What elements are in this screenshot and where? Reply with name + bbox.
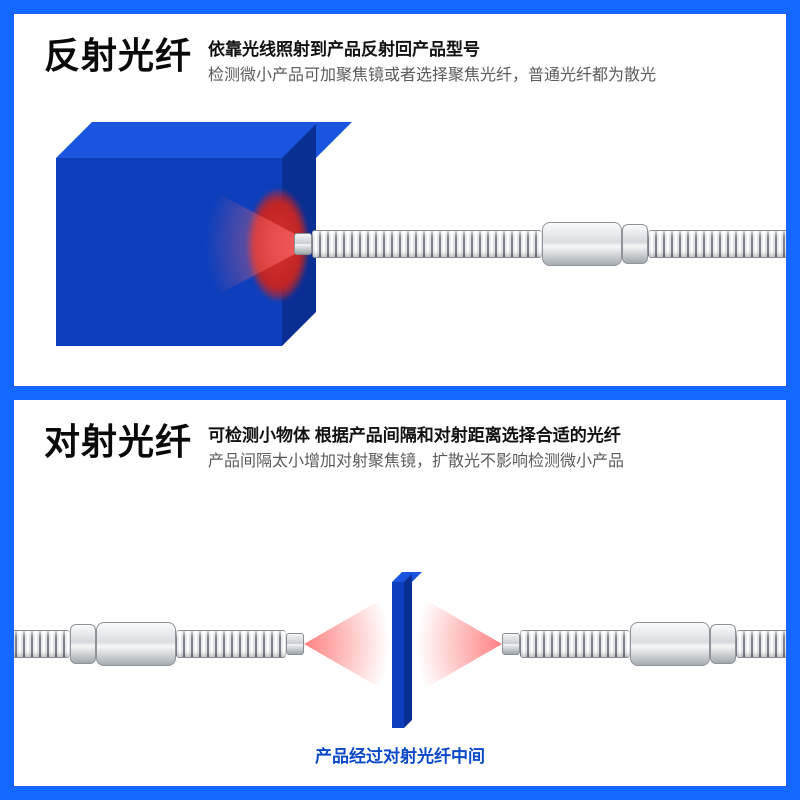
cable-spiral: [736, 630, 786, 658]
desc2-reflective: 检测微小产品可加聚焦镜或者选择聚焦光纤，普通光纤都为散光: [208, 64, 656, 87]
target-thin-panel: [392, 572, 412, 728]
cable-collar: [96, 622, 176, 666]
title-through: 对射光纤: [44, 422, 192, 462]
desc-reflective: 依靠光线照射到产品反射回产品型号 检测微小产品可加聚焦镜或者选择聚焦光纤，普通光…: [208, 36, 656, 87]
cable-spiral: [648, 230, 786, 258]
cable-collar-small: [622, 224, 648, 264]
panel-reflective: 反射光纤 依靠光线照射到产品反射回产品型号 检测微小产品可加聚焦镜或者选择聚焦光…: [14, 14, 786, 386]
page-frame: 反射光纤 依靠光线照射到产品反射回产品型号 检测微小产品可加聚焦镜或者选择聚焦光…: [0, 0, 800, 800]
desc1-through: 可检测小物体 根据产品间隔和对射距离选择合适的光纤: [208, 424, 624, 448]
cable-collar-small: [710, 624, 736, 664]
cable-spiral: [520, 630, 630, 658]
cable-spiral: [14, 630, 70, 658]
title-reflective: 反射光纤: [44, 36, 192, 76]
panel-through: 对射光纤 可检测小物体 根据产品间隔和对射距离选择合适的光纤 产品间隔太小增加对…: [14, 400, 786, 786]
caption-through: 产品经过对射光纤中间: [14, 742, 786, 767]
cable-spiral: [176, 630, 286, 658]
cable-tip: [294, 233, 312, 255]
fiber-cable-reflective: [294, 222, 786, 266]
cable-collar: [630, 622, 710, 666]
light-cone-left: [304, 592, 394, 696]
light-cone-right: [412, 592, 502, 696]
desc1-reflective: 依靠光线照射到产品反射回产品型号: [208, 38, 656, 62]
cable-collar: [542, 222, 622, 266]
cable-tip: [286, 633, 304, 655]
desc-through: 可检测小物体 根据产品间隔和对射距离选择合适的光纤 产品间隔太小增加对射聚焦镜，…: [208, 422, 624, 473]
cable-spiral: [312, 230, 542, 258]
header-through: 对射光纤 可检测小物体 根据产品间隔和对射距离选择合适的光纤 产品间隔太小增加对…: [14, 400, 786, 473]
header-reflective: 反射光纤 依靠光线照射到产品反射回产品型号 检测微小产品可加聚焦镜或者选择聚焦光…: [14, 14, 786, 87]
thin-front-face: [392, 582, 404, 728]
fiber-cable-right: [502, 622, 786, 666]
cable-tip: [502, 633, 520, 655]
thin-side-face: [404, 574, 412, 728]
cable-collar-small: [70, 624, 96, 664]
desc2-through: 产品间隔太小增加对射聚焦镜，扩散光不影响检测微小产品: [208, 450, 624, 473]
fiber-cable-left: [14, 622, 304, 666]
